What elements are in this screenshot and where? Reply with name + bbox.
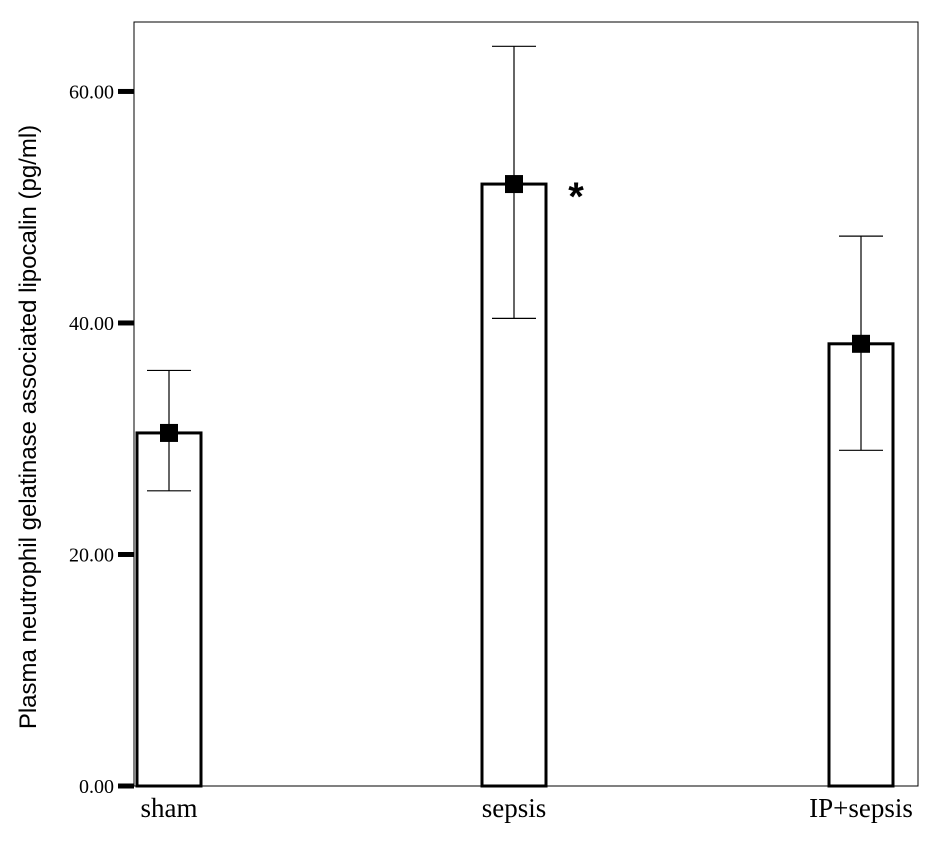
y-tick-label: 0.00 [79, 776, 114, 798]
x-category-label: sham [141, 793, 198, 823]
x-category-label: sepsis [482, 793, 547, 823]
mean-marker [160, 423, 178, 442]
x-category-label: IP+sepsis [809, 793, 913, 823]
mean-marker [852, 334, 870, 353]
y-tick-label: 60.00 [69, 81, 114, 103]
y-tick-label: 40.00 [69, 313, 114, 335]
mean-marker [505, 175, 523, 194]
significance-asterisk: * [568, 175, 584, 219]
y-tick-label: 20.00 [69, 544, 114, 566]
y-axis-label: Plasma neutrophil gelatinase associated … [15, 125, 42, 729]
